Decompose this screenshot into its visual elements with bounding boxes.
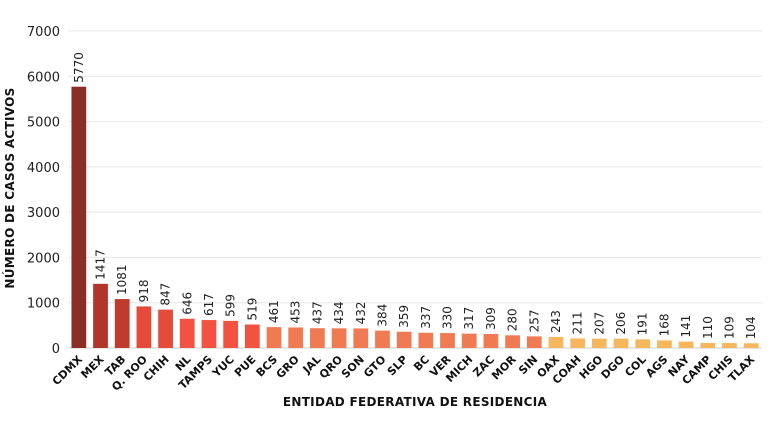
bar xyxy=(461,333,477,348)
value-label: 646 xyxy=(180,292,194,315)
value-label: 168 xyxy=(657,313,671,336)
value-label: 1081 xyxy=(115,264,129,295)
value-label: 317 xyxy=(462,307,476,330)
bar xyxy=(678,341,694,348)
category-label: GTO xyxy=(361,353,388,380)
bar xyxy=(310,328,325,348)
bar xyxy=(71,86,87,349)
y-axis-title: NÚMERO DE CASOS ACTIVOS xyxy=(2,87,17,288)
category-label: MOR xyxy=(489,353,519,383)
value-label: 104 xyxy=(744,316,758,339)
value-label: 206 xyxy=(614,312,628,335)
bar xyxy=(700,343,716,348)
bar xyxy=(396,331,412,348)
value-label: 243 xyxy=(549,310,563,333)
bar xyxy=(570,338,586,348)
bar xyxy=(505,335,520,348)
bar xyxy=(353,328,369,348)
bar xyxy=(93,283,108,348)
bar xyxy=(483,334,499,348)
y-tick-label: 2000 xyxy=(27,251,60,266)
value-label: 453 xyxy=(289,301,303,324)
value-label: 1417 xyxy=(94,249,108,280)
bar xyxy=(288,327,304,348)
bar xyxy=(375,330,390,348)
y-axis-ticks: 0 1000 2000 3000 4000 5000 6000 7000 xyxy=(27,25,60,357)
value-label: 847 xyxy=(159,283,173,306)
bar xyxy=(548,336,564,348)
category-label: AGS xyxy=(643,353,670,380)
value-label: 617 xyxy=(202,293,216,316)
bar xyxy=(201,320,217,348)
y-tick-label: 4000 xyxy=(27,161,60,176)
value-label: 191 xyxy=(636,312,650,335)
value-label: 918 xyxy=(137,280,151,303)
bars xyxy=(71,86,759,349)
value-label: 434 xyxy=(332,301,346,324)
y-tick-label: 1000 xyxy=(27,297,60,312)
value-label: 309 xyxy=(484,307,498,330)
value-label: 257 xyxy=(527,309,541,332)
value-label: 359 xyxy=(397,305,411,328)
value-labels: 5770 1417 1081 918 847 646 617 599 519 461 453 437 4… xyxy=(72,52,758,339)
value-label: 384 xyxy=(375,304,389,327)
y-tick-label: 0 xyxy=(52,342,60,357)
value-label: 432 xyxy=(354,302,368,325)
category-label: YUC xyxy=(209,353,237,381)
category-label: CHIH xyxy=(141,353,172,384)
bar xyxy=(136,306,152,348)
bar xyxy=(223,320,239,348)
bar xyxy=(266,327,282,348)
category-label: COL xyxy=(622,353,648,379)
gridlines xyxy=(68,30,762,349)
value-label: 519 xyxy=(245,298,259,321)
category-label: HGO xyxy=(577,353,606,382)
bar xyxy=(635,339,651,348)
value-label: 5770 xyxy=(72,52,86,83)
category-label: MEX xyxy=(78,353,107,382)
bar xyxy=(418,332,434,348)
category-label: SLP xyxy=(385,353,410,378)
bar xyxy=(743,343,759,348)
bar xyxy=(179,318,195,348)
bar xyxy=(591,338,607,348)
category-label: SON xyxy=(339,353,367,381)
bar xyxy=(244,324,260,348)
bar xyxy=(722,343,737,348)
value-label: 330 xyxy=(441,306,455,329)
y-tick-label: 6000 xyxy=(27,70,60,85)
bar xyxy=(158,309,173,348)
value-label: 599 xyxy=(224,294,238,317)
bar xyxy=(331,328,347,348)
value-label: 207 xyxy=(592,312,606,335)
bar xyxy=(440,333,455,348)
y-tick-label: 5000 xyxy=(27,116,60,131)
category-label: DGO xyxy=(599,353,628,382)
bar xyxy=(613,338,629,348)
value-label: 437 xyxy=(310,301,324,324)
bar xyxy=(657,340,672,348)
value-label: 280 xyxy=(506,308,520,331)
y-tick-label: 3000 xyxy=(27,206,60,221)
category-label: GRO xyxy=(274,353,302,381)
value-label: 109 xyxy=(722,316,736,339)
value-label: 461 xyxy=(267,300,281,323)
value-label: 211 xyxy=(571,312,585,335)
value-label: 110 xyxy=(701,316,715,339)
bar xyxy=(114,299,130,348)
bar xyxy=(526,336,542,348)
x-axis-title: ENTIDAD FEDERATIVA DE RESIDENCIA xyxy=(283,395,548,409)
category-label: PUE xyxy=(232,353,259,380)
y-tick-label: 7000 xyxy=(27,25,60,40)
value-label: 337 xyxy=(419,306,433,329)
category-label: QRO xyxy=(317,353,345,381)
value-label: 141 xyxy=(679,315,693,338)
